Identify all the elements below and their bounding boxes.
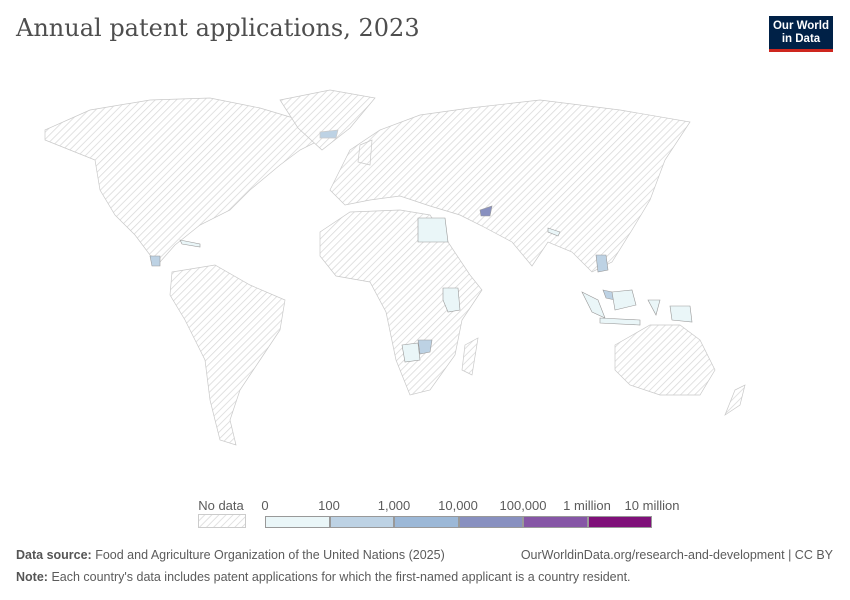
legend-no-data-swatch — [198, 514, 246, 528]
legend-tick: 10,000 — [438, 498, 478, 513]
owid-logo[interactable]: Our World in Data — [769, 16, 833, 52]
country-egypt[interactable] — [417, 217, 449, 243]
country-guatemala[interactable] — [149, 255, 161, 267]
country-zimbabwe[interactable] — [417, 339, 433, 355]
source-text: Food and Agriculture Organization of the… — [95, 548, 445, 562]
logo-line2: in Data — [781, 33, 821, 45]
legend-no-data-label: No data — [198, 498, 244, 513]
source-label: Data source: — [16, 548, 92, 562]
iceland[interactable] — [319, 129, 339, 139]
country-indonesia[interactable] — [581, 289, 693, 326]
country-kenya[interactable] — [442, 287, 461, 313]
legend-tick: 100,000 — [499, 498, 547, 513]
country-botswana[interactable] — [401, 342, 421, 363]
country-sri-lanka[interactable] — [547, 227, 561, 237]
legend-swatch[interactable] — [458, 516, 523, 528]
north-america[interactable] — [44, 97, 331, 263]
legend-swatch[interactable] — [587, 516, 652, 528]
legend-swatch[interactable] — [523, 516, 588, 528]
legend-tick: 100 — [318, 498, 340, 513]
africa[interactable] — [319, 209, 483, 396]
greenland[interactable] — [279, 89, 376, 151]
country-thailand[interactable] — [595, 254, 609, 273]
country-cuba[interactable] — [179, 239, 201, 248]
legend-tick: 1 million — [563, 498, 611, 513]
legend-swatch[interactable] — [394, 516, 459, 528]
logo-line1: Our World — [772, 20, 829, 32]
legend-tick: 0 — [261, 498, 269, 513]
legend-swatch[interactable] — [265, 516, 330, 528]
chart-title: Annual patent applications, 2023 — [16, 14, 420, 42]
source-line: Data source: Food and Agriculture Organi… — [16, 548, 445, 562]
legend-tick: 1,000 — [377, 498, 411, 513]
source-url[interactable]: OurWorldinData.org/research-and-developm… — [520, 548, 833, 562]
new-zealand[interactable] — [724, 384, 746, 416]
australia[interactable] — [614, 324, 716, 396]
legend-swatch[interactable] — [329, 516, 394, 528]
uk[interactable] — [357, 139, 373, 166]
south-america[interactable] — [169, 264, 286, 446]
note-text: Each country's data includes patent appl… — [51, 570, 631, 584]
madagascar[interactable] — [461, 337, 479, 376]
note-label: Note: — [16, 570, 48, 584]
country-uae[interactable] — [479, 205, 493, 217]
note-line: Note: Each country's data includes paten… — [16, 570, 631, 584]
legend-tick: 10 million — [624, 498, 680, 513]
